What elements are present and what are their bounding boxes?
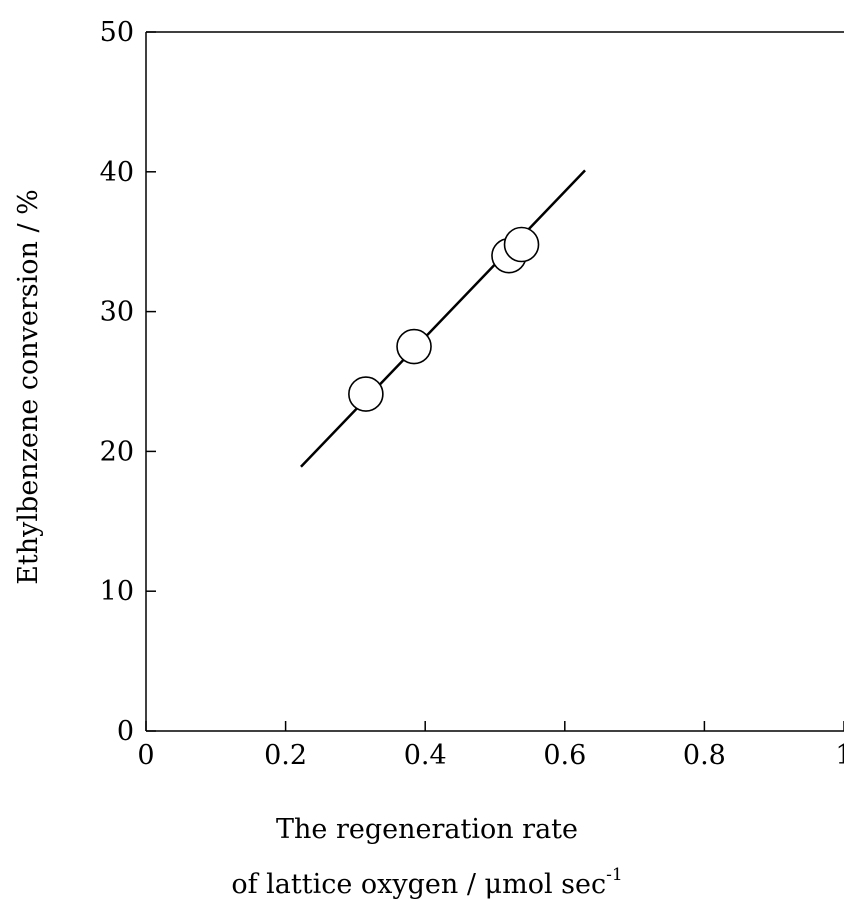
data-point-0: [348, 376, 384, 412]
tick-marks: [145, 31, 844, 732]
data-point-3: [503, 226, 540, 263]
x-axis-title-sup: -1: [606, 865, 623, 885]
x-tick-label-5: 1: [835, 740, 844, 771]
y-axis-title: Ethylbenzene conversion / %: [13, 189, 44, 585]
fit-line-group: [300, 169, 586, 468]
x-tick-label-0: 0: [137, 740, 154, 771]
x-tick-label-3: 0.6: [543, 740, 586, 771]
y-tick-label-5: 50: [100, 17, 134, 48]
x-tick-label-4: 0.8: [683, 740, 726, 771]
x-axis-title-line2-main: of lattice oxygen / μmol sec: [231, 869, 606, 900]
x-tick-label-1: 0.2: [264, 740, 307, 771]
y-tick-label-3: 30: [100, 297, 134, 328]
tick-labels: 00.20.40.60.8101020304050: [100, 17, 844, 771]
y-tick-label-0: 0: [117, 716, 134, 747]
x-axis-title-line2: of lattice oxygen / μmol sec-1: [231, 865, 622, 900]
fit-line: [300, 169, 586, 468]
axes: [145, 31, 844, 732]
y-tick-label-1: 10: [100, 576, 134, 607]
x-tick-label-2: 0.4: [404, 740, 447, 771]
data-point-1: [396, 328, 432, 365]
y-tick-label-4: 40: [100, 157, 134, 188]
y-tick-label-2: 20: [100, 436, 134, 467]
data-points: [348, 226, 540, 412]
x-axis-title-line1: The regeneration rate: [276, 814, 578, 845]
